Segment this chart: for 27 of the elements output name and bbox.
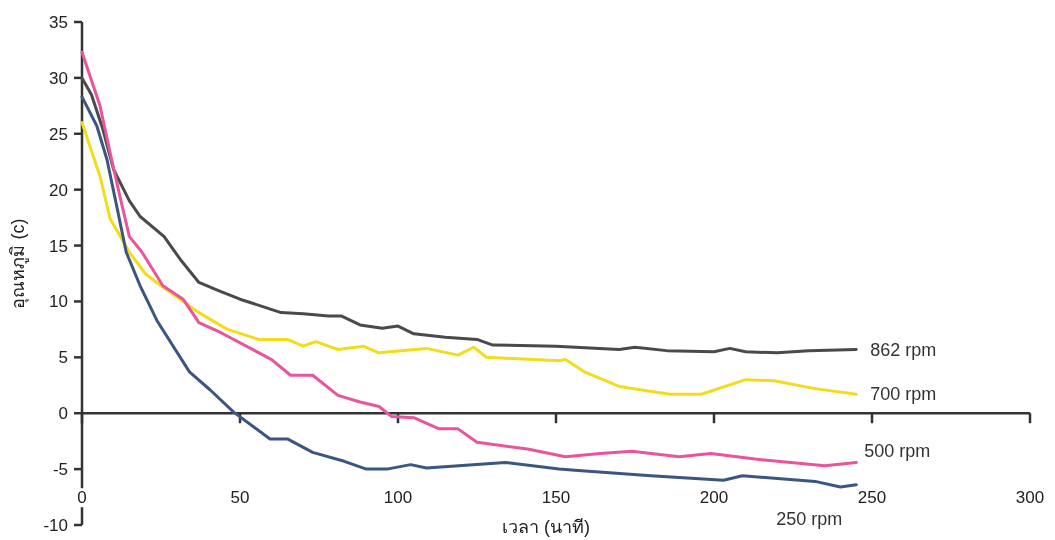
series-label: 862 rpm <box>870 339 937 360</box>
series-label: 700 rpm <box>870 384 937 405</box>
y-tick-label: 5 <box>58 348 68 368</box>
x-tick-label: 0 <box>77 488 87 508</box>
x-tick-label: 100 <box>383 488 413 508</box>
line-series <box>80 76 858 355</box>
y-tick-label: 30 <box>49 68 68 88</box>
line-series <box>80 121 858 396</box>
y-tick-label: 0 <box>58 404 68 424</box>
line-series <box>80 50 858 468</box>
x-tick-label: 50 <box>230 488 250 508</box>
y-tick-label: -5 <box>52 460 68 480</box>
y-tick-label: 35 <box>49 13 68 32</box>
line-series <box>80 95 858 489</box>
y-axis-title: อุณหภูมิ (c) <box>8 218 29 309</box>
y-tick-label: 15 <box>49 236 68 256</box>
series-label: 250 rpm <box>776 508 843 529</box>
series-label: 500 rpm <box>864 441 931 462</box>
y-tick-label: 10 <box>49 292 68 312</box>
y-tick-label: -10 <box>43 516 68 535</box>
x-tick-label: 150 <box>541 488 571 508</box>
x-tick-label: 200 <box>699 488 729 508</box>
y-tick-label: 25 <box>49 124 68 144</box>
x-axis-title: เวลา (นาที) <box>502 517 590 537</box>
x-tick-label: 300 <box>1015 488 1045 508</box>
x-tick-label: 250 <box>857 488 887 508</box>
y-tick-label: 20 <box>49 180 68 200</box>
